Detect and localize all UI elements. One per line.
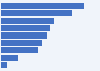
Bar bbox=[1, 18, 54, 24]
Bar bbox=[1, 25, 50, 31]
Bar bbox=[1, 3, 84, 9]
Bar bbox=[1, 10, 72, 16]
Bar bbox=[1, 47, 38, 53]
Bar bbox=[1, 32, 46, 39]
Bar bbox=[1, 40, 42, 46]
Bar bbox=[1, 55, 18, 61]
Bar bbox=[1, 62, 7, 68]
